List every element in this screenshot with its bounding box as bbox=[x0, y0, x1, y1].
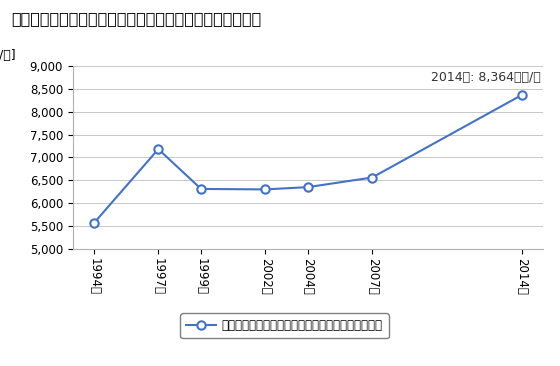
Y-axis label: [万円/人]: [万円/人] bbox=[0, 49, 16, 62]
Line: その他の卸売業の従業者一人当たり年間商品販売額: その他の卸売業の従業者一人当たり年間商品販売額 bbox=[90, 91, 526, 227]
その他の卸売業の従業者一人当たり年間商品販売額 bbox=[198, 187, 204, 191]
Text: 2014年: 8,364万円/人: 2014年: 8,364万円/人 bbox=[431, 71, 541, 85]
その他の卸売業の従業者一人当たり年間商品販売額 bbox=[155, 147, 162, 152]
その他の卸売業の従業者一人当たり年間商品販売額 bbox=[519, 93, 525, 97]
Legend: その他の卸売業の従業者一人当たり年間商品販売額: その他の卸売業の従業者一人当たり年間商品販売額 bbox=[180, 313, 389, 338]
その他の卸売業の従業者一人当たり年間商品販売額 bbox=[91, 221, 97, 225]
その他の卸売業の従業者一人当たり年間商品販売額 bbox=[262, 187, 269, 192]
その他の卸売業の従業者一人当たり年間商品販売額 bbox=[305, 185, 311, 189]
その他の卸売業の従業者一人当たり年間商品販売額 bbox=[369, 175, 376, 180]
Text: その他の卸売業の従業者一人当たり年間商品販売額の推移: その他の卸売業の従業者一人当たり年間商品販売額の推移 bbox=[11, 11, 262, 26]
